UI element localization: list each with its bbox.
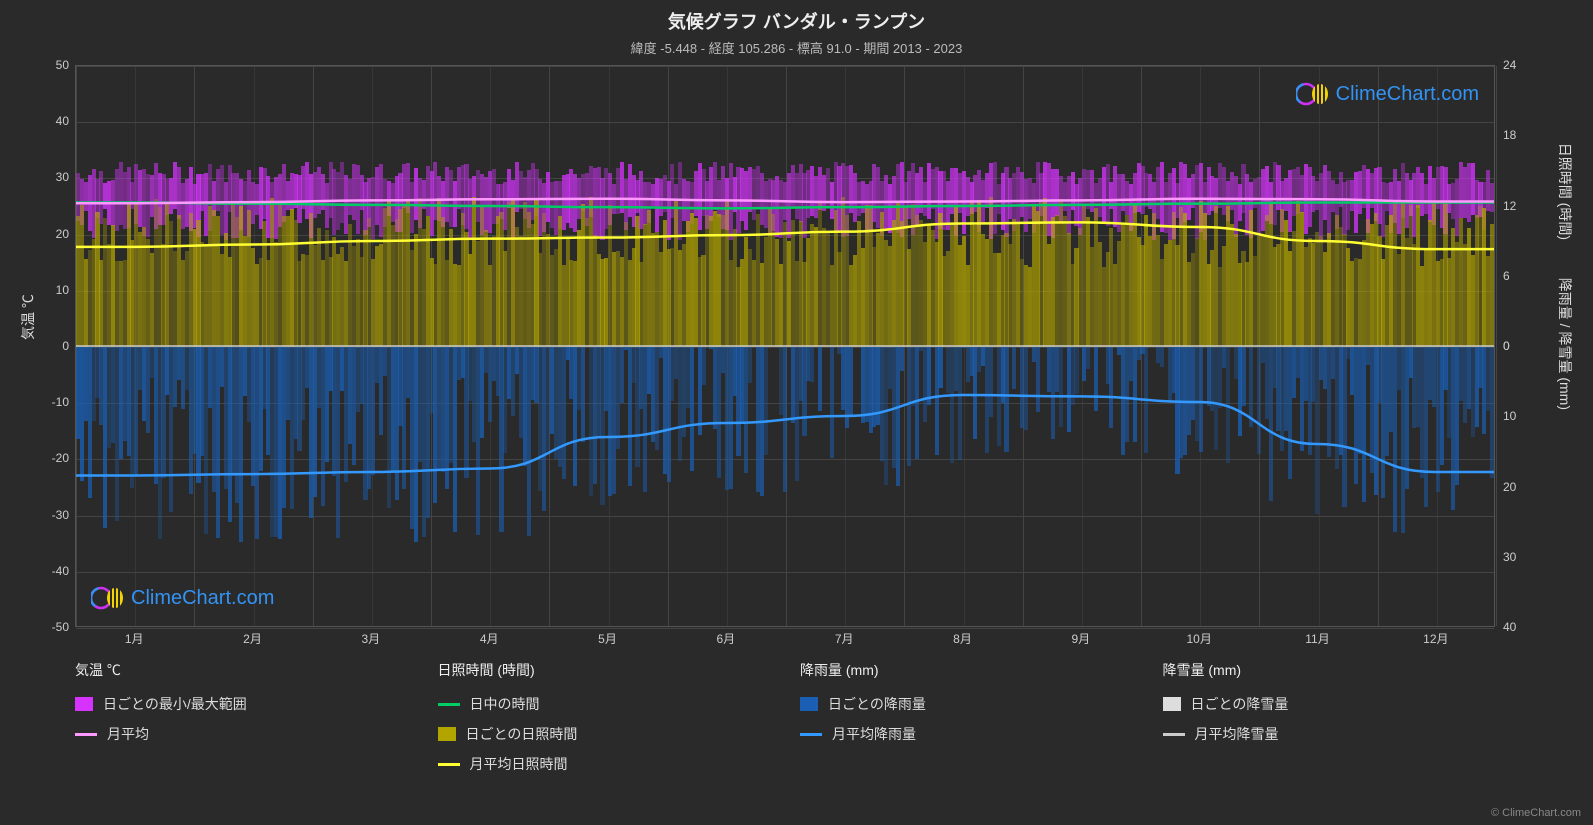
copyright-text: © ClimeChart.com [1491, 807, 1581, 819]
plot-area: ClimeChart.com ClimeChart.com [75, 65, 1495, 627]
watermark-top: ClimeChart.com [1296, 81, 1479, 107]
legend-item: 日ごとの最小/最大範囲 [75, 694, 408, 714]
chart-subtitle: 緯度 -5.448 - 経度 105.286 - 標高 91.0 - 期間 20… [0, 38, 1593, 57]
title-block: 気候グラフ バンダル・ランプン 緯度 -5.448 - 経度 105.286 -… [0, 0, 1593, 57]
legend-col-sunshine: 日照時間 (時間) 日中の時間日ごとの日照時間月平均日照時間 [438, 660, 771, 784]
y-axis-right-bot-title: 降雨量 / 降雪量 (mm) [1555, 278, 1575, 410]
legend-heading: 日照時間 (時間) [438, 660, 771, 680]
legend-col-rain: 降雨量 (mm) 日ごとの降雨量月平均降雨量 [800, 660, 1133, 784]
legend-items: 日ごとの最小/最大範囲月平均 [75, 694, 408, 744]
legend-items: 日中の時間日ごとの日照時間月平均日照時間 [438, 694, 771, 774]
legend-heading: 気温 ℃ [75, 660, 408, 680]
legend-label: 月平均 [107, 724, 149, 744]
legend-item: 月平均降雨量 [800, 724, 1133, 744]
legend-swatch-icon [1163, 697, 1181, 711]
legend-item: 月平均日照時間 [438, 754, 771, 774]
legend-heading: 降雪量 (mm) [1163, 660, 1496, 680]
legend-item: 月平均降雪量 [1163, 724, 1496, 744]
legend-label: 日中の時間 [470, 694, 540, 714]
legend-swatch-icon [800, 697, 818, 711]
y-axis-right-top-title: 日照時間 (時間) [1555, 143, 1575, 240]
legend-item: 日ごとの降雨量 [800, 694, 1133, 714]
y-axis-left-title: 気温 ℃ [18, 294, 38, 340]
legend-line-icon [1163, 733, 1185, 736]
legend-item: 日ごとの降雪量 [1163, 694, 1496, 714]
watermark-text: ClimeChart.com [131, 587, 274, 610]
legend-swatch-icon [438, 727, 456, 741]
chart-title: 気候グラフ バンダル・ランプン [0, 8, 1593, 34]
legend-items: 日ごとの降雨量月平均降雨量 [800, 694, 1133, 744]
legend-line-icon [75, 733, 97, 736]
legend-col-snow: 降雪量 (mm) 日ごとの降雪量月平均降雪量 [1163, 660, 1496, 784]
legend-line-icon [438, 763, 460, 766]
legend-item: 月平均 [75, 724, 408, 744]
legend-label: 月平均降雪量 [1195, 724, 1279, 744]
legend-label: 日ごとの日照時間 [466, 724, 578, 744]
legend-heading: 降雨量 (mm) [800, 660, 1133, 680]
legend-item: 日中の時間 [438, 694, 771, 714]
watermark-text: ClimeChart.com [1336, 83, 1479, 106]
legend-line-icon [800, 733, 822, 736]
legend-line-icon [438, 703, 460, 706]
legend-swatch-icon [75, 697, 93, 711]
legend-label: 日ごとの最小/最大範囲 [103, 694, 247, 714]
legend-label: 月平均日照時間 [470, 754, 568, 774]
legend-label: 日ごとの降雨量 [828, 694, 926, 714]
climechart-logo-icon [1296, 81, 1330, 107]
watermark-bottom: ClimeChart.com [91, 585, 274, 611]
legend-col-temp: 気温 ℃ 日ごとの最小/最大範囲月平均 [75, 660, 408, 784]
data-lines-layer [76, 66, 1494, 626]
legend-items: 日ごとの降雪量月平均降雪量 [1163, 694, 1496, 744]
legend: 気温 ℃ 日ごとの最小/最大範囲月平均 日照時間 (時間) 日中の時間日ごとの日… [75, 660, 1495, 784]
legend-label: 月平均降雨量 [832, 724, 916, 744]
legend-item: 日ごとの日照時間 [438, 724, 771, 744]
climate-chart: 気候グラフ バンダル・ランプン 緯度 -5.448 - 経度 105.286 -… [0, 0, 1593, 825]
climechart-logo-icon [91, 585, 125, 611]
legend-label: 日ごとの降雪量 [1191, 694, 1289, 714]
